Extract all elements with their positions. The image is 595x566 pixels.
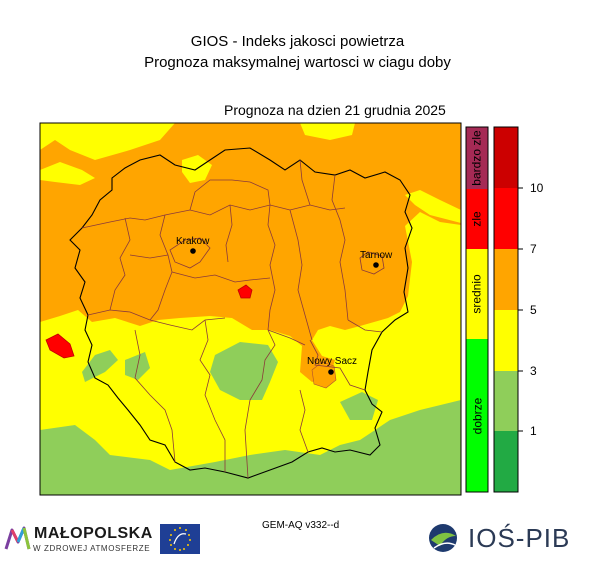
model-version: GEM-AQ v332--d — [262, 520, 340, 531]
malopolska-logo-icon — [4, 526, 31, 550]
city-marker — [328, 369, 334, 375]
zone-yellow-north-4 — [40, 162, 95, 185]
city-nowy-sacz: Nowy Sacz — [307, 356, 357, 375]
zone-yellow-east — [405, 190, 461, 223]
category-label-srednio: srednio — [470, 274, 485, 314]
category-label-bardzo-zle: bardzo zle — [470, 130, 484, 186]
district-borders — [81, 159, 385, 479]
map-frame — [39, 122, 462, 496]
category-label-zle: zle — [470, 211, 484, 227]
category-srednio-swatch — [466, 249, 488, 339]
scale-swatch — [494, 188, 518, 249]
zone-yellow-north — [40, 123, 175, 160]
scale-tick-label: 3 — [530, 364, 537, 378]
city-label: Krakow — [176, 236, 210, 247]
scale-tick-label: 1 — [530, 424, 537, 438]
zone-green-west — [82, 350, 118, 382]
map-title: GIOS - Indeks jakosci powietrza — [190, 33, 405, 50]
zone-red-krakow-south — [237, 284, 253, 299]
color-scale — [493, 126, 523, 493]
scale-swatch — [494, 431, 518, 492]
zone-yellow-north-3 — [300, 123, 355, 140]
city-tarnow: Tarnow — [360, 250, 393, 268]
zone-green-south-center — [210, 342, 278, 400]
city-marker — [373, 262, 379, 268]
zone-green-east — [340, 392, 378, 420]
scale-tick-label: 7 — [530, 242, 537, 256]
scale-tick-label: 10 — [530, 181, 544, 195]
category-label-dobrze: dobrze — [470, 397, 485, 434]
category-bardzo-zle-swatch — [466, 127, 488, 189]
scale-swatch — [494, 371, 518, 431]
ios-pib-logo-icon — [429, 524, 457, 552]
city-marker — [190, 248, 196, 254]
zone-orange — [40, 123, 461, 382]
sponsor-name: MAŁOPOLSKA — [34, 525, 153, 542]
scale-tick-label: 5 — [530, 303, 537, 317]
category-zle-swatch — [466, 189, 488, 249]
zone-green-southwest — [40, 400, 461, 495]
scale-swatch — [494, 127, 518, 188]
category-dobrze-swatch — [466, 339, 488, 492]
city-krakow: Krakow — [176, 236, 210, 254]
eu-life-logo-icon — [160, 524, 200, 554]
institute-name: IOŚ-PIB — [468, 523, 571, 553]
scale-swatch — [494, 310, 518, 371]
category-legend — [465, 126, 489, 493]
scale-swatch — [494, 249, 518, 310]
zone-red-west — [45, 333, 75, 359]
zone-orange-nowysacz — [311, 361, 337, 389]
sponsor-tagline: W ZDROWEJ ATMOSFERZE — [33, 544, 151, 553]
city-label: Tarnow — [360, 250, 393, 261]
map-subtitle: Prognoza maksymalnej wartosci w ciagu do… — [144, 54, 451, 71]
city-label: Nowy Sacz — [307, 356, 357, 367]
forecast-date: Prognoza na dzien 21 grudnia 2025 — [224, 102, 446, 118]
